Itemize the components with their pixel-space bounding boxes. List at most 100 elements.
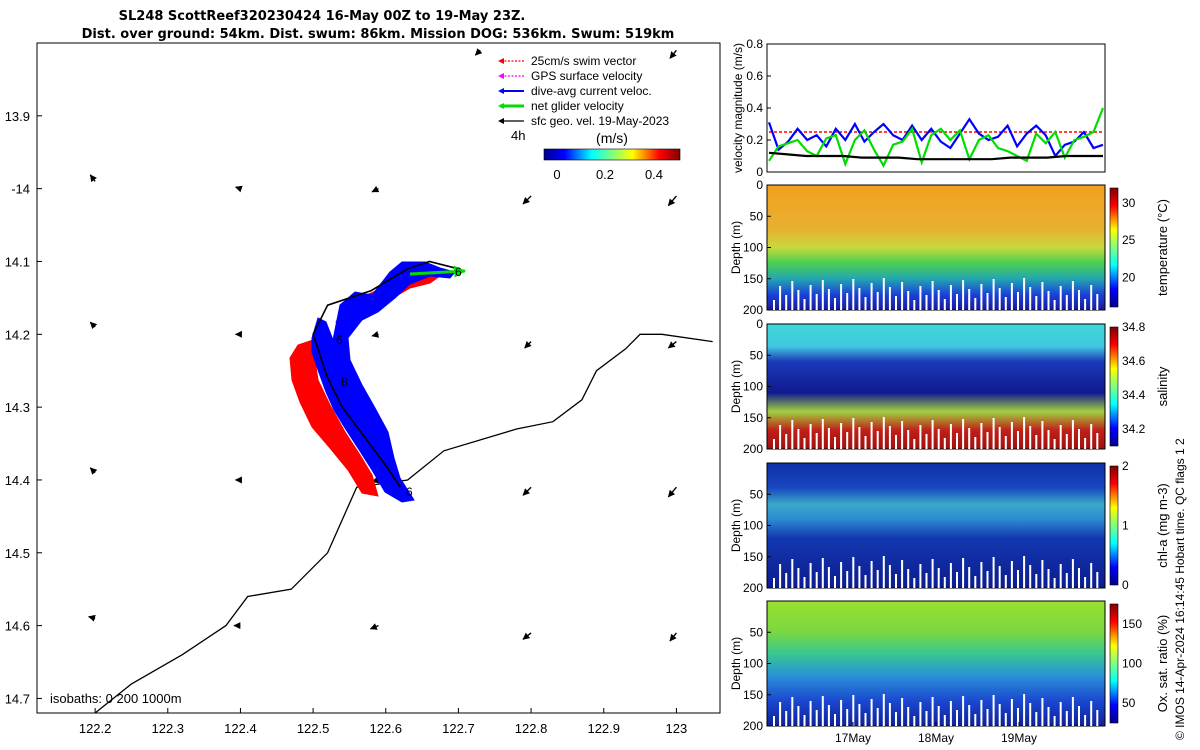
profile-gap [919, 702, 922, 726]
profile-gap [1029, 565, 1032, 588]
profile-gap [901, 421, 904, 449]
section-ytick-label: 100 [743, 657, 763, 671]
profile-gap [974, 298, 977, 310]
section-field-0 [766, 184, 1106, 311]
section-colorbar-tick: 50 [1122, 696, 1136, 710]
profile-gap [876, 431, 879, 449]
profile-gap [1035, 574, 1038, 588]
profile-gap [870, 283, 873, 310]
profile-gap [834, 298, 836, 310]
section-ylabel-0: Depth (m) [729, 221, 743, 274]
profile-gap [986, 293, 989, 310]
section-colorbar-3 [1109, 603, 1119, 724]
profile-gap [1090, 701, 1093, 726]
map-tick-labels: 122.2 122.3 122.4 122.5 122.6 122.7 122.8 122.9… [5, 109, 688, 736]
geo-velocity-arrow [667, 341, 677, 349]
map-xtick-label: 122.8 [515, 721, 548, 736]
profile-gap [925, 711, 928, 726]
profile-gap [1010, 561, 1013, 588]
profile-gap [779, 702, 782, 726]
profile-gap [992, 418, 995, 449]
profile-gap [876, 708, 879, 726]
legend-label-0: 25cm/s swim vector [531, 54, 636, 68]
section-colorbar-tick: 150 [1122, 617, 1142, 631]
geo-velocity-vectors [88, 48, 677, 642]
profile-gap [1017, 431, 1019, 449]
profile-gap [968, 289, 971, 310]
section-colorbar-label-2: chl-a (mg m-3) [1155, 483, 1170, 568]
profile-gap [968, 567, 971, 588]
profile-gap [943, 299, 946, 310]
map-ytick-label: 14.7 [5, 691, 30, 706]
geo-velocity-arrow [669, 49, 677, 59]
map-xtick-label: 122.7 [442, 721, 475, 736]
profile-gap [1010, 283, 1013, 310]
profile-gap [1029, 703, 1032, 726]
profile-gap [913, 439, 916, 449]
profile-gap [834, 714, 836, 726]
profile-gap [1047, 569, 1050, 588]
map-ytick-label: 14.4 [5, 473, 30, 488]
map-xtick-label: 122.6 [369, 721, 402, 736]
geo-velocity-arrow [89, 321, 98, 330]
legend-label-3: net glider velocity [531, 99, 624, 113]
profile-gap [1096, 433, 1099, 449]
profile-gap [797, 706, 800, 726]
velocity-panel: 0 0.2 0.4 0.6 0.8 velocity magnitude (m/s) [731, 37, 1106, 179]
profile-gap [779, 425, 782, 449]
profile-gap [931, 420, 934, 449]
profile-gap [907, 569, 910, 588]
profile-gap [803, 299, 806, 310]
profile-gap [919, 425, 922, 449]
profile-gap [956, 710, 958, 726]
profile-gap [937, 568, 940, 588]
time-tick-19may: 19May [1001, 731, 1037, 745]
profile-gap [1053, 300, 1056, 310]
profile-gap [809, 424, 812, 449]
profile-gap [797, 429, 800, 449]
profile-gap [1010, 699, 1013, 726]
profile-gap [852, 557, 855, 588]
profile-gap [974, 714, 977, 726]
profile-gap [882, 278, 885, 310]
profile-gap [968, 428, 971, 449]
section-ytick-label: 200 [743, 581, 763, 595]
profile-gap [913, 300, 916, 310]
velocity-ytick-label: 0.4 [746, 101, 763, 115]
section-ytick-label: 0 [756, 178, 763, 192]
section-colorbar-1 [1109, 326, 1119, 447]
profile-gap [827, 428, 830, 449]
section-panel-3: 50 100 150 200 Depth (m) 50 100 150 Ox. sat. rat… [729, 600, 1170, 733]
profile-gap [882, 556, 885, 588]
profile-gap [931, 281, 934, 310]
profile-gap [1078, 429, 1080, 449]
profile-gap [925, 434, 928, 449]
profile-gap [1059, 425, 1062, 449]
profile-gap [827, 289, 830, 310]
legend-label-2: dive-avg current veloc. [531, 84, 652, 98]
profile-gap [1047, 430, 1050, 449]
profile-gap [1084, 299, 1087, 310]
profile-gap [998, 566, 1001, 588]
profile-gap [962, 558, 965, 588]
profile-gap [785, 434, 788, 449]
profile-gap [1071, 420, 1074, 449]
profile-gap [931, 697, 934, 726]
profile-gap [980, 284, 983, 310]
profile-gap [1017, 292, 1019, 310]
profile-gap [974, 437, 977, 449]
section-ytick-label: 150 [743, 688, 763, 702]
profile-gap [1047, 707, 1050, 726]
profile-gap [992, 695, 995, 726]
profile-gap [925, 295, 928, 310]
profile-gap [779, 286, 782, 310]
section-colorbar-0 [1109, 187, 1119, 308]
geo-velocity-arrow [524, 341, 532, 349]
profile-gap [858, 427, 861, 449]
profile-gap [815, 294, 818, 310]
profile-gap [956, 294, 958, 310]
profile-gap [803, 577, 806, 588]
profile-gap [937, 429, 940, 449]
time-marker: 4h [511, 128, 525, 143]
